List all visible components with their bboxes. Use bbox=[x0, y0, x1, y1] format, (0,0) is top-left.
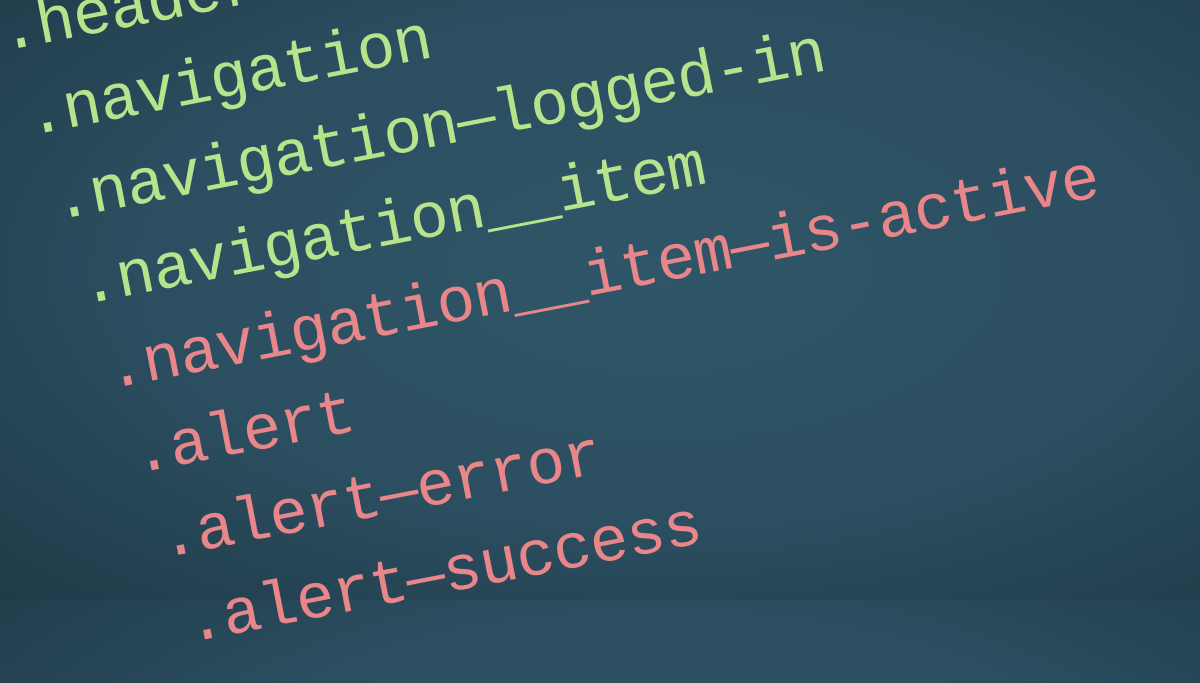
code-block: .header .navigation .navigation—logged-in.… bbox=[0, 0, 1105, 662]
page: .header .navigation .navigation—logged-in.… bbox=[0, 0, 1200, 662]
